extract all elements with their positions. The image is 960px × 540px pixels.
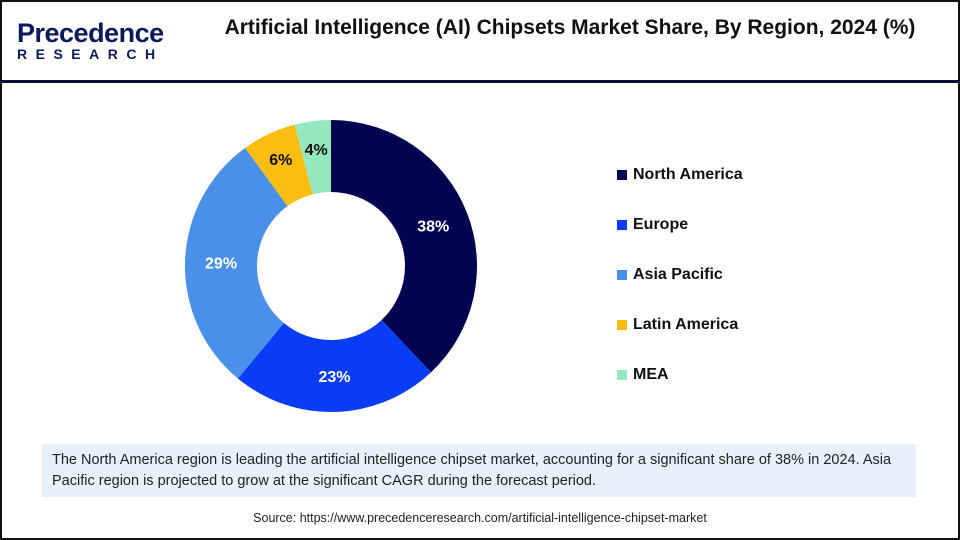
chart-title: Artificial Intelligence (AI) Chipsets Ma… bbox=[224, 16, 916, 39]
legend-label: Europe bbox=[633, 216, 689, 233]
legend-swatch bbox=[617, 320, 627, 330]
legend-swatch bbox=[617, 170, 627, 180]
summary-note: The North America region is leading the … bbox=[42, 444, 916, 497]
legend-item: Europe bbox=[617, 200, 743, 250]
legend-item: Asia Pacific bbox=[617, 250, 743, 300]
slice-europe bbox=[237, 319, 431, 413]
data-label: 29% bbox=[205, 256, 237, 273]
slice-north-america bbox=[331, 120, 477, 373]
logo-subtext: RESEARCH bbox=[17, 46, 164, 62]
logo: Precedence RESEARCH bbox=[17, 18, 164, 63]
legend-item: MEA bbox=[617, 350, 743, 400]
legend-swatch bbox=[617, 270, 627, 280]
legend-label: Latin America bbox=[633, 316, 739, 333]
data-label: 38% bbox=[417, 219, 449, 236]
slice-asia-pacific bbox=[185, 147, 288, 379]
data-label: 6% bbox=[269, 152, 292, 169]
legend-item: North America bbox=[617, 150, 743, 200]
legend-swatch bbox=[617, 370, 627, 380]
data-label: 4% bbox=[305, 142, 328, 159]
legend-label: Asia Pacific bbox=[633, 266, 723, 283]
data-label: 23% bbox=[318, 369, 350, 386]
slice-latin-america bbox=[245, 124, 313, 207]
header-divider bbox=[2, 80, 958, 83]
legend: North America Europe Asia Pacific Latin Ame… bbox=[617, 150, 743, 400]
legend-swatch bbox=[617, 220, 627, 230]
slice-mea bbox=[294, 120, 331, 195]
legend-label: North America bbox=[633, 166, 743, 183]
legend-label: MEA bbox=[633, 366, 669, 383]
logo-text: Precedence bbox=[17, 18, 164, 48]
source-text: Source: https://www.precedenceresearch.c… bbox=[253, 511, 707, 525]
legend-item: Latin America bbox=[617, 300, 743, 350]
